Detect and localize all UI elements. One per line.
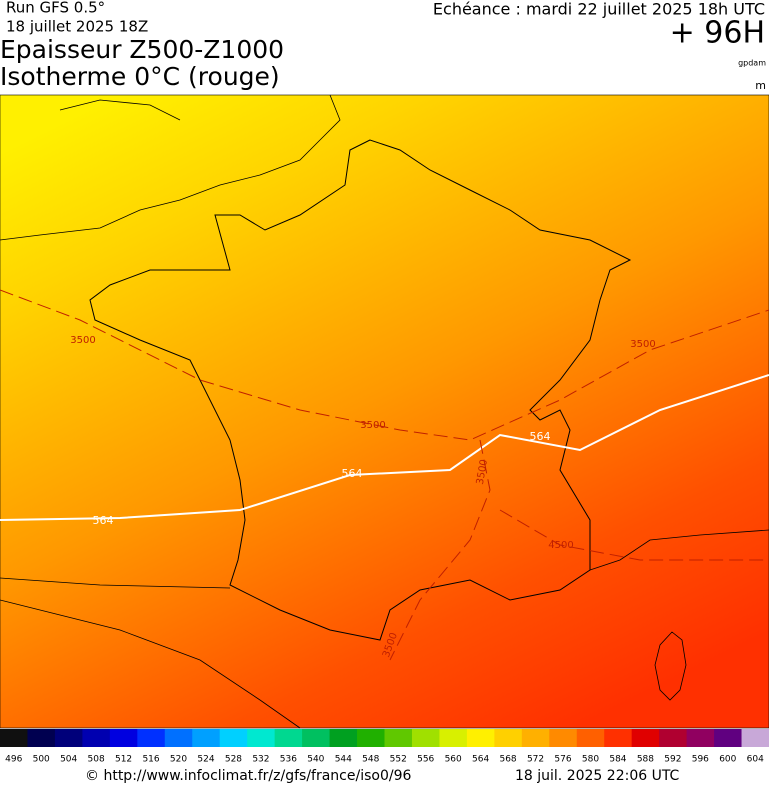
legend-label: 500	[33, 755, 50, 765]
lead-time: + 96H	[670, 16, 765, 51]
legend-swatch	[302, 729, 331, 747]
legend-swatch	[576, 729, 605, 747]
legend-label: 548	[362, 755, 379, 765]
thickness-label: 564	[342, 467, 363, 480]
legend-swatch	[27, 729, 56, 747]
thickness-label: 564	[530, 430, 551, 443]
field	[0, 94, 769, 729]
valid-time: Echéance : mardi 22 juillet 2025 18h UTC	[433, 0, 765, 19]
corsica	[654, 631, 687, 701]
legend-label: 520	[170, 755, 187, 765]
legend-label: 596	[692, 755, 709, 765]
isotherm-contour	[0, 289, 769, 661]
legend-label: 592	[664, 755, 681, 765]
coastline	[0, 529, 769, 729]
legend-label: 556	[417, 755, 434, 765]
legend-swatch	[411, 729, 440, 747]
legend-swatch	[686, 729, 715, 747]
thickness-label: 564	[93, 514, 114, 527]
legend-swatch	[714, 729, 743, 747]
map	[0, 94, 769, 729]
legend-swatch	[384, 729, 413, 747]
legend-label: 504	[60, 755, 77, 765]
unit: m	[755, 79, 766, 92]
isotherm-label: 3500	[630, 339, 655, 350]
legend-label: 568	[499, 755, 516, 765]
footer-timestamp: 18 juil. 2025 22:06 UTC	[515, 768, 680, 784]
legend-swatch	[357, 729, 385, 747]
legend-swatch	[219, 729, 248, 747]
legend-swatch	[109, 729, 138, 747]
thickness-contour	[0, 374, 769, 521]
legend-swatch	[54, 729, 83, 747]
legend-label: 580	[582, 755, 599, 765]
title: Epaisseur Z500-Z1000	[0, 35, 284, 64]
france-outline	[89, 139, 632, 641]
legend-swatch	[521, 729, 550, 747]
legend-swatch	[631, 729, 660, 747]
legend-label: 552	[390, 755, 407, 765]
legend-label: 572	[527, 755, 544, 765]
legend-label: 536	[280, 755, 297, 765]
legend-swatch	[659, 729, 688, 747]
legend-label: 540	[307, 755, 324, 765]
legend-label: 512	[115, 755, 132, 765]
legend-label: 544	[335, 755, 352, 765]
legend-swatch	[274, 729, 303, 747]
isotherm-label: 4500	[548, 540, 573, 551]
legend-swatch	[439, 729, 468, 747]
legend-label: 600	[719, 755, 736, 765]
run: Run GFS 0.5°	[6, 0, 105, 17]
isotherm-label: 3500	[360, 420, 385, 431]
legend-swatch	[549, 729, 578, 747]
legend-label: 604	[747, 755, 764, 765]
legend-label: 524	[197, 755, 214, 765]
run-date: 18 juillet 2025 18Z	[6, 18, 148, 36]
legend-label: 576	[554, 755, 571, 765]
legend-swatch	[0, 729, 28, 747]
coastline	[0, 94, 341, 241]
legend-label: 560	[445, 755, 462, 765]
legend-swatch	[466, 729, 495, 747]
legend-swatch	[329, 729, 358, 747]
legend-label: 516	[142, 755, 159, 765]
legend-label: 508	[88, 755, 105, 765]
footer-url: © http://www.infoclimat.fr/z/gfs/france/…	[85, 768, 411, 784]
subtitle: Isotherme 0°C (rouge)	[0, 62, 280, 91]
isotherm-label: 3500	[475, 459, 490, 486]
legend-swatch	[741, 729, 769, 747]
legend-swatch	[82, 729, 111, 747]
legend-label: 584	[609, 755, 626, 765]
legend-swatch	[247, 729, 276, 747]
legend-label: 564	[472, 755, 489, 765]
legend-swatch	[164, 729, 193, 747]
legend-label: 588	[637, 755, 654, 765]
legend-swatch	[192, 729, 221, 747]
isotherm-label: 3500	[70, 335, 95, 346]
legend-swatch	[604, 729, 633, 747]
legend-label: 496	[5, 755, 22, 765]
legend-swatch	[137, 729, 166, 747]
legend-swatch	[494, 729, 523, 747]
legend-label: 528	[225, 755, 242, 765]
unit: gpdam	[738, 59, 766, 68]
legend-label: 532	[252, 755, 269, 765]
